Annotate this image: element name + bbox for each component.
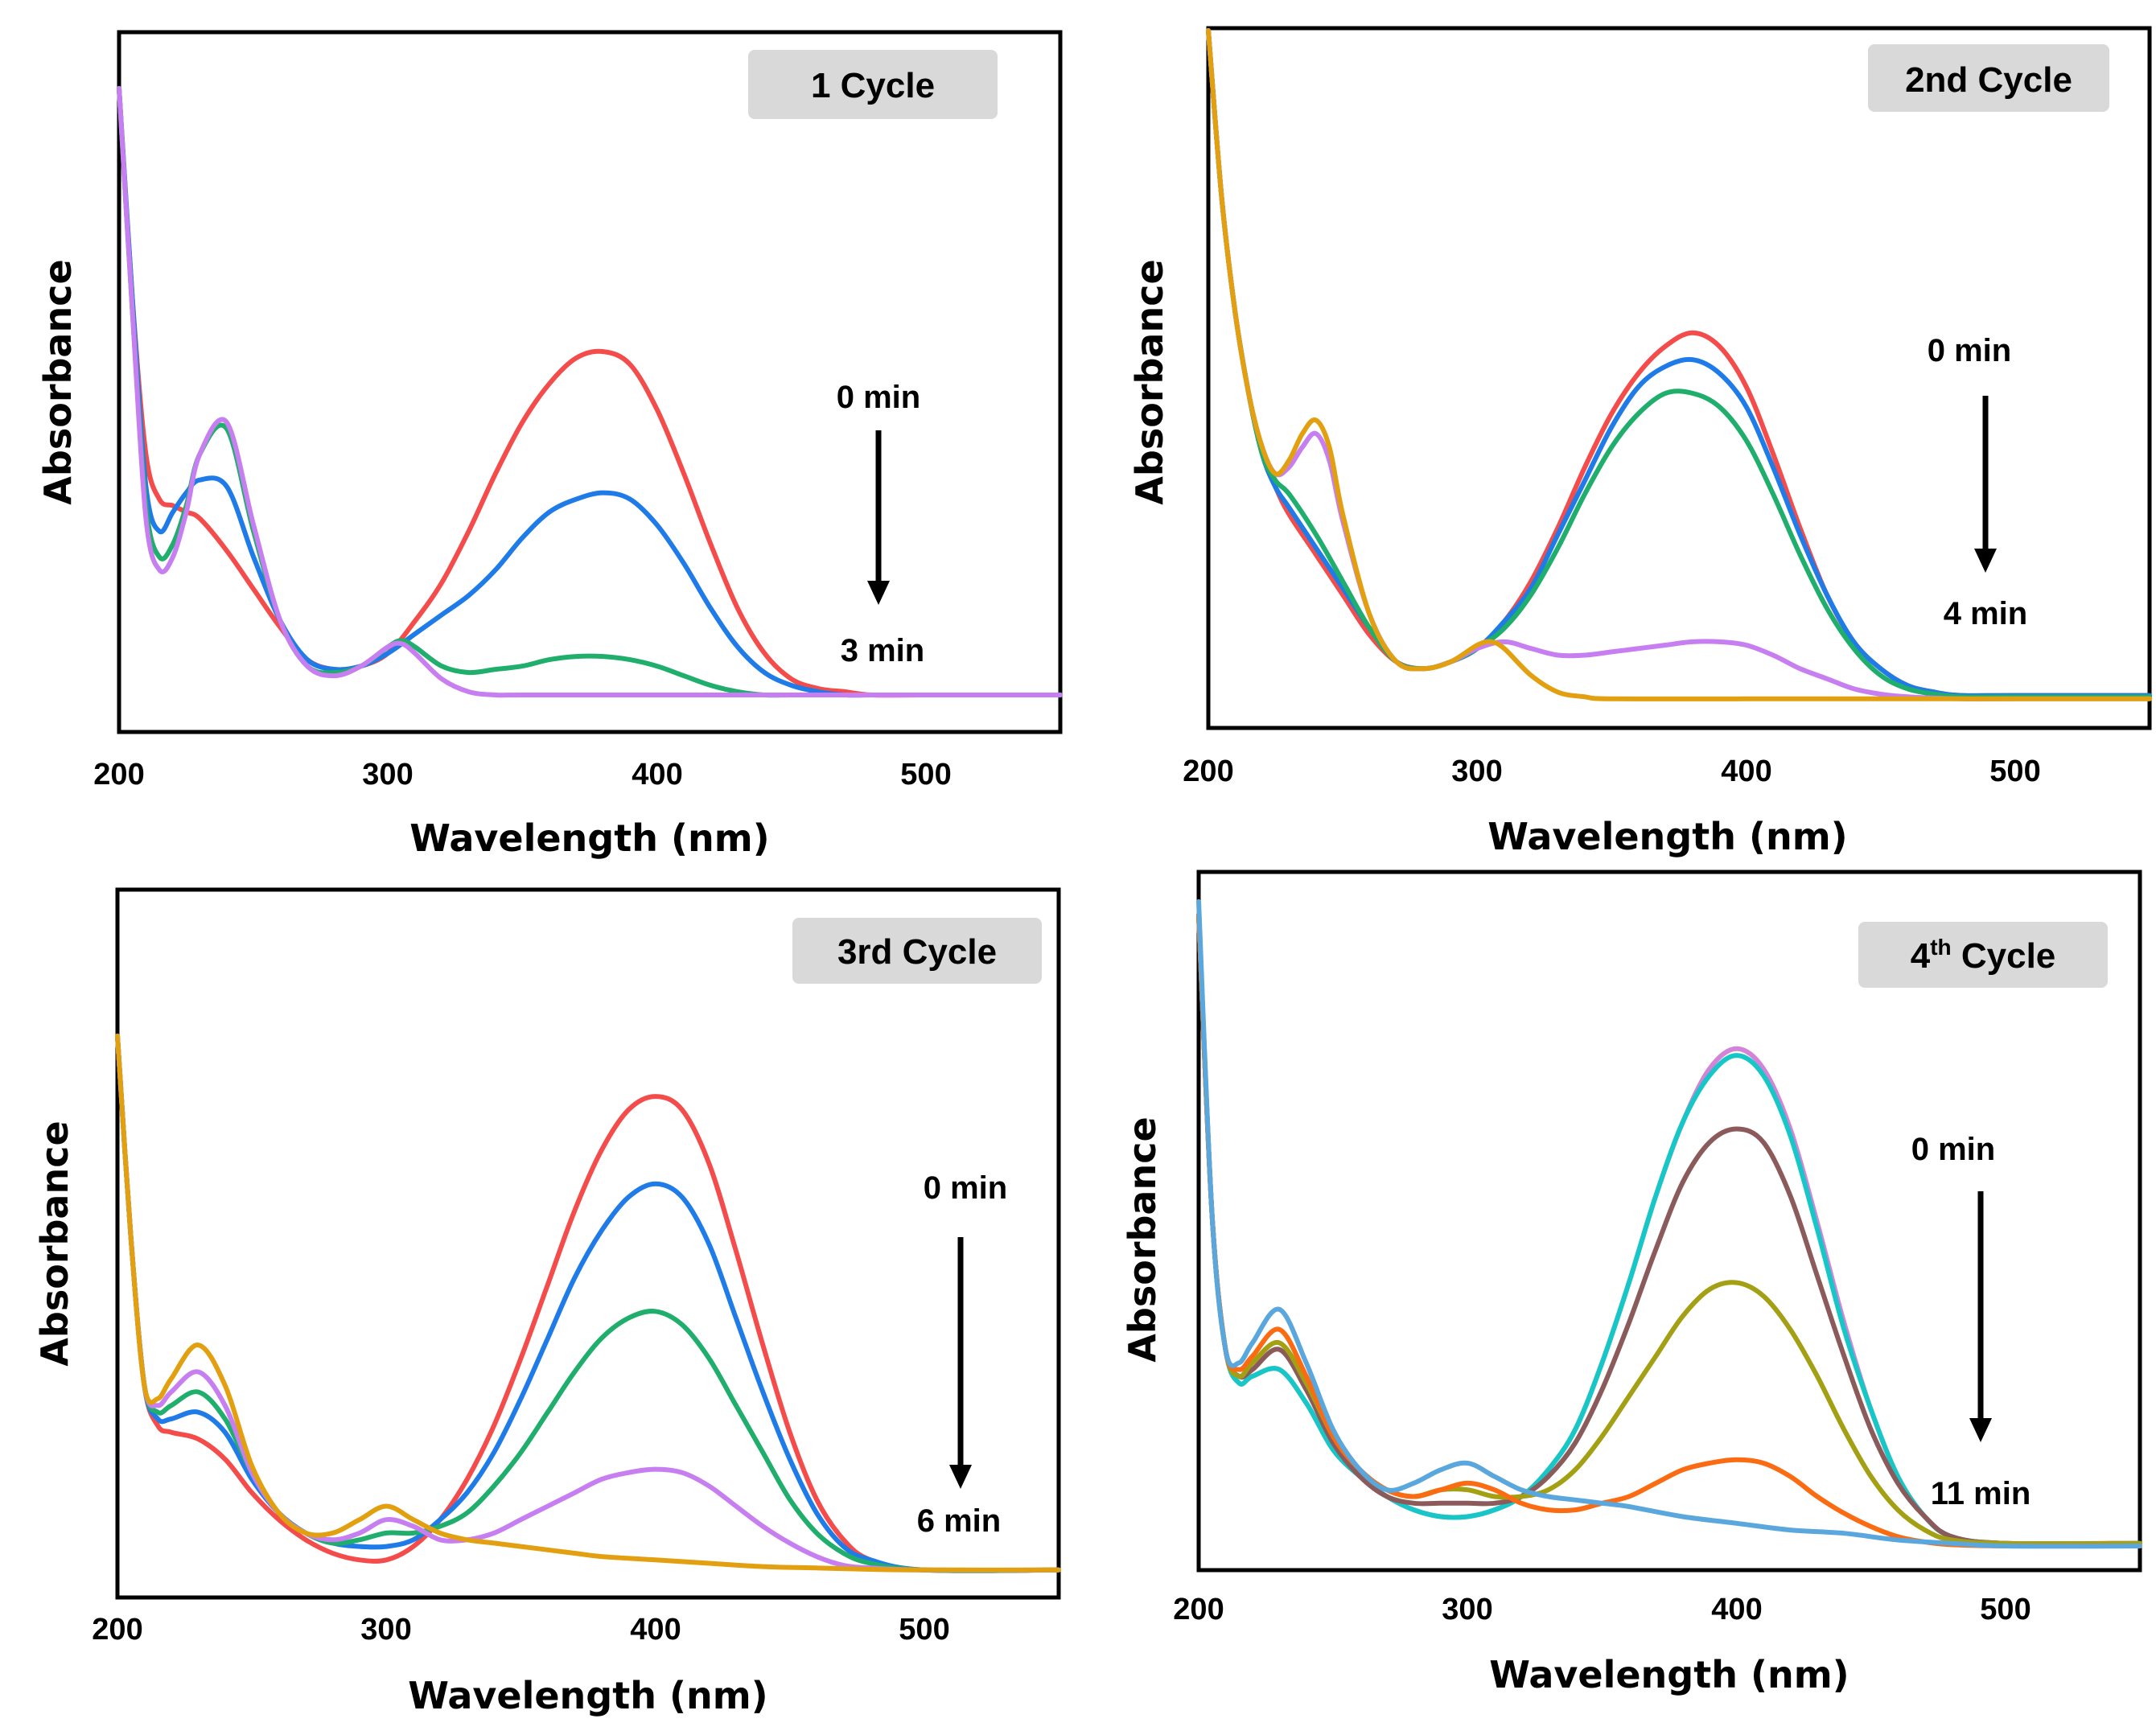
chart-svg-2: 2nd Cycle 0 min 4 min 200 300 400 500 Wa…	[1128, 26, 2152, 858]
series-layer	[115, 1034, 1061, 1573]
chart-title: 3rd Cycle	[837, 932, 997, 972]
tick-label-400: 400	[1721, 754, 1771, 788]
plot-frame	[115, 887, 1061, 1600]
series-line-2-min	[1206, 28, 2152, 700]
tick-label-300: 300	[360, 1613, 411, 1647]
title-box	[748, 50, 998, 119]
annotation-start: 0 min	[1911, 1132, 1995, 1167]
series-line-2-min	[1196, 912, 2142, 1547]
y-axis-label: Absorbance	[1128, 259, 1171, 504]
series-line-1-min	[117, 85, 1063, 698]
series-line-7-min	[1196, 912, 2142, 1547]
tick-label-200: 200	[92, 1613, 142, 1647]
series-layer	[1206, 28, 2152, 701]
title-rest: Cycle	[1952, 936, 2056, 976]
tick-label-500: 500	[899, 1613, 949, 1647]
tick-label-500: 500	[1989, 754, 2040, 788]
series-line-0-min	[115, 1034, 1061, 1573]
x-axis-label: Wavelength (nm)	[1489, 1653, 1849, 1696]
x-axis-label: Wavelength (nm)	[1487, 815, 1847, 858]
chart-svg-1: 1 Cycle 0 min 3 min 200 300 400 500 Wave…	[36, 30, 1063, 860]
annotation-end: 4 min	[1944, 596, 2027, 631]
series-line-3-min	[115, 1034, 1061, 1573]
plot-frame	[1206, 26, 2152, 730]
series-line-0-min	[117, 85, 1063, 698]
tick-label-400: 400	[632, 758, 682, 791]
series-line-3-min	[117, 85, 1063, 698]
tick-label-200: 200	[1173, 1593, 1224, 1626]
chart-title: 1 Cycle	[811, 66, 935, 105]
chart-panel-2: 2nd Cycle 0 min 4 min 200 300 400 500 Wa…	[1078, 0, 2156, 866]
chart-panel-1: 1 Cycle 0 min 3 min 200 300 400 500 Wave…	[0, 0, 1078, 866]
chart-svg-4: 4th Cycle 0 min 11 min 200 300 400 500 W…	[1121, 870, 2142, 1696]
series-line-4-min	[1206, 28, 2152, 701]
tick-label-200: 200	[93, 758, 144, 791]
tick-label-400: 400	[630, 1613, 681, 1647]
x-axis-label: Wavelength (nm)	[409, 816, 769, 860]
y-axis-label: Absorbance	[33, 1120, 76, 1366]
title-box	[1868, 44, 2109, 112]
series-line-9-min	[1196, 912, 2142, 1549]
annotation-end: 11 min	[1931, 1476, 2031, 1511]
tick-label-300: 300	[1451, 754, 1502, 788]
series-layer	[1196, 898, 2142, 1549]
series-line-4-min	[1196, 912, 2142, 1547]
annotation-end: 3 min	[841, 633, 924, 668]
time-arrow-head	[949, 1465, 972, 1489]
series-line-1-min	[115, 1034, 1061, 1573]
x-axis-label: Wavelength (nm)	[408, 1674, 767, 1717]
series-line-11-min	[1196, 898, 2142, 1549]
tick-label-500: 500	[1980, 1593, 2031, 1626]
time-arrow-head	[1974, 549, 1997, 573]
chart-svg-3: 3rd Cycle 0 min 6 min 200 300 400 500 Wa…	[33, 887, 1061, 1717]
title-box	[792, 918, 1042, 984]
tick-label-400: 400	[1711, 1593, 1762, 1626]
chart-title: 4th Cycle	[1911, 935, 2056, 976]
chart-panel-4: 4th Cycle 0 min 11 min 200 300 400 500 W…	[1078, 866, 2156, 1731]
tick-label-200: 200	[1183, 754, 1233, 788]
annotation-start: 0 min	[1928, 333, 2011, 368]
annotation-start: 0 min	[837, 380, 920, 415]
plot-frame	[117, 30, 1063, 734]
annotation-end: 6 min	[917, 1503, 1001, 1539]
series-layer	[117, 85, 1063, 698]
series-line-6-min	[115, 1034, 1061, 1573]
chart-panel-3: 3rd Cycle 0 min 6 min 200 300 400 500 Wa…	[0, 866, 1078, 1731]
series-line-2-min	[115, 1034, 1061, 1573]
tick-label-500: 500	[900, 758, 951, 791]
title-base: 4	[1911, 936, 1931, 976]
title-superscript: th	[1930, 935, 1951, 960]
tick-label-300: 300	[362, 758, 413, 791]
annotation-start: 0 min	[924, 1170, 1007, 1206]
title-box	[1858, 922, 2108, 988]
time-arrow-head	[867, 581, 890, 605]
tick-label-300: 300	[1442, 1593, 1492, 1626]
plot-frame	[1196, 870, 2142, 1573]
y-axis-label: Absorbance	[1121, 1116, 1164, 1362]
chart-title: 2nd Cycle	[1905, 60, 2072, 100]
time-arrow-head	[1969, 1418, 1992, 1442]
y-axis-label: Absorbance	[36, 259, 80, 504]
